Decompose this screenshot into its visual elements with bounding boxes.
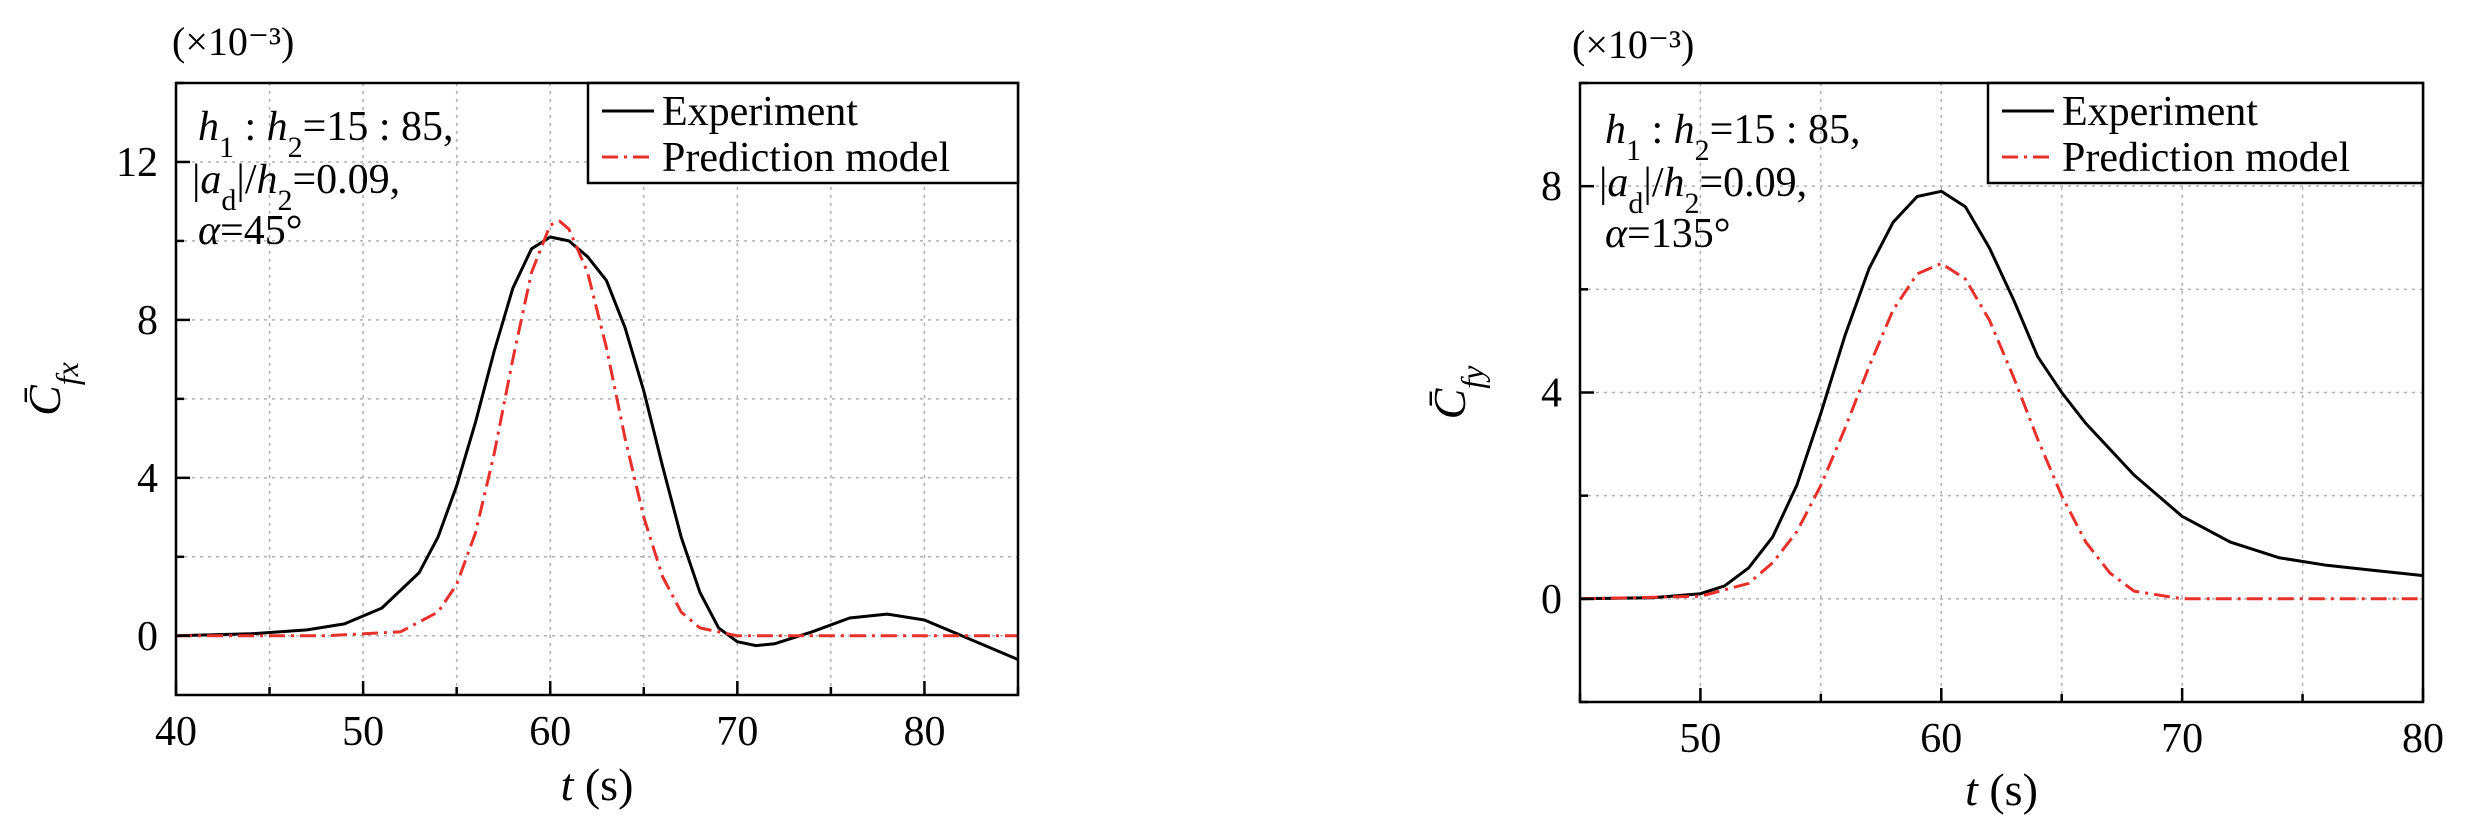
annotation-angle: α=135°: [1605, 211, 1731, 257]
legend-label-experiment: Experiment: [2062, 89, 2258, 135]
x-tick-label: 70: [716, 709, 758, 755]
x-tick-label: 80: [2402, 716, 2444, 762]
axis-multiplier: (×10⁻³): [1572, 22, 1694, 67]
x-axis-label-unit: (s): [1978, 764, 2038, 815]
annotation-ratio-part: 2: [288, 131, 303, 164]
annotation-angle: α=45°: [198, 208, 303, 254]
y-axis-label: C̄fx: [19, 362, 85, 416]
annotation-amplitude-part: 2: [278, 184, 293, 217]
annotation-amplitude-part: =0.09,: [1700, 160, 1808, 206]
y-axis-label: C̄fy: [1424, 365, 1490, 420]
annotation-ratio-part: :: [1641, 107, 1674, 153]
annotation-amplitude-part: h: [257, 157, 278, 203]
annotation-amplitude-part: d: [221, 184, 236, 217]
x-tick-label: 80: [903, 709, 945, 755]
x-tick-label: 60: [529, 709, 571, 755]
annotation-ratio-part: h: [1674, 107, 1695, 153]
y-axis-label-main: C̄: [1424, 387, 1475, 419]
annotation-amplitude-part: a: [1607, 160, 1628, 206]
series-line-experiment: [175, 235, 1019, 661]
legend-label-prediction: Prediction model: [2062, 135, 2350, 181]
series-line-prediction: [1579, 262, 2423, 601]
y-axis-label-main: C̄: [19, 384, 70, 416]
annotation-angle-part: =45°: [220, 208, 302, 254]
annotation-ratio-part: h: [198, 104, 219, 150]
legend-box: [586, 81, 1020, 185]
x-tick-label: 60: [1920, 716, 1962, 762]
x-axis-label-unit: (s): [573, 759, 633, 810]
y-tick-label: 0: [1541, 577, 1562, 623]
x-tick-label: 40: [155, 709, 197, 755]
y-axis-label-sub: fy: [1454, 365, 1490, 389]
x-tick-label: 70: [2161, 716, 2203, 762]
series-line-experiment: [1579, 189, 2424, 601]
annotation-angle-part: α: [1605, 211, 1628, 257]
y-axis-label-sub: fx: [49, 362, 85, 385]
y-tick-label: 8: [1541, 164, 1562, 210]
annotation-amplitude-part: a: [200, 157, 221, 203]
x-axis-label-var: t: [561, 759, 575, 810]
annotation-amplitude: |ad|/h2=0.09,: [192, 157, 400, 217]
annotation-amplitude: |ad|/h2=0.09,: [1599, 160, 1807, 220]
x-axis-label: t (s): [561, 759, 634, 810]
annotation-ratio: h1 : h2=15 : 85,: [1605, 107, 1861, 167]
annotation-amplitude-part: |: [1599, 160, 1607, 206]
annotation-ratio-part: 1: [1626, 134, 1641, 167]
y-tick-label: 8: [137, 298, 158, 344]
legend-label-prediction: Prediction model: [662, 135, 950, 181]
y-tick-label: 4: [137, 456, 158, 502]
annotation-ratio-part: h: [1605, 107, 1626, 153]
legend-label-experiment: Experiment: [662, 89, 858, 135]
legend-box: [1986, 81, 2425, 185]
annotation-ratio-part: =15 : 85,: [303, 104, 454, 150]
y-tick-label: 4: [1541, 371, 1562, 417]
series-line-prediction: [176, 219, 1018, 638]
annotation-angle-part: α: [198, 208, 221, 254]
y-tick-label: 12: [116, 140, 158, 186]
x-tick-label: 50: [1679, 716, 1721, 762]
annotation-ratio-part: :: [234, 104, 267, 150]
annotation-ratio-part: 2: [1695, 134, 1710, 167]
annotation-amplitude-part: |: [192, 157, 200, 203]
annotation-amplitude-part: |/: [236, 157, 256, 203]
annotation-amplitude-part: h: [1664, 160, 1685, 206]
annotation-amplitude-part: d: [1628, 187, 1643, 220]
x-axis-label: t (s): [1965, 764, 2038, 815]
annotation-ratio-part: h: [267, 104, 288, 150]
x-tick-label: 50: [342, 709, 384, 755]
y-tick-label: 0: [137, 614, 158, 660]
annotation-amplitude-part: =0.09,: [293, 157, 401, 203]
annotation-amplitude-part: |/: [1643, 160, 1663, 206]
annotation-ratio-part: =15 : 85,: [1710, 107, 1861, 153]
annotation-angle-part: =135°: [1627, 211, 1730, 257]
annotation-ratio: h1 : h2=15 : 85,: [198, 104, 454, 164]
x-axis-label-var: t: [1965, 764, 1979, 815]
panel_b: 50 60 70 80 0 4 8 (×10⁻³) t (s) C̄fy ExperimentPre…: [1424, 22, 2444, 815]
axis-multiplier: (×10⁻³): [172, 19, 294, 64]
annotation-ratio-part: 1: [219, 131, 234, 164]
annotation-amplitude-part: 2: [1685, 187, 1700, 220]
